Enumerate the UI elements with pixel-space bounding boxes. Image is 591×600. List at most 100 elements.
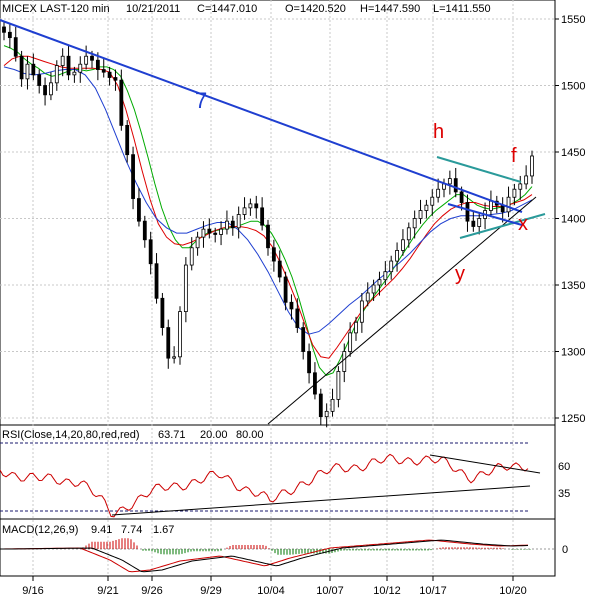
candle xyxy=(2,21,6,41)
y-tick-label: 1250 xyxy=(561,413,585,425)
candle xyxy=(318,388,323,425)
candle xyxy=(295,298,300,333)
candle xyxy=(66,45,71,81)
x-tick-label: 9/21 xyxy=(97,585,118,597)
candle xyxy=(260,197,265,231)
rsi-tick-35: 35 xyxy=(558,488,570,500)
candle xyxy=(49,72,53,101)
candle xyxy=(524,165,529,190)
header-open: O=1420.520 xyxy=(285,3,346,15)
candle xyxy=(107,66,112,86)
channel-upper xyxy=(436,156,522,183)
candle xyxy=(289,294,294,320)
candle xyxy=(37,69,42,94)
candle xyxy=(377,271,382,296)
candlesticks xyxy=(2,21,534,428)
header-close: C=1447.010 xyxy=(197,3,257,15)
price-panel xyxy=(0,0,556,426)
rsi-tick-60: 60 xyxy=(558,461,570,473)
candle xyxy=(471,210,476,232)
candle xyxy=(166,319,171,369)
candle xyxy=(430,189,435,216)
annotation-f: f xyxy=(511,145,517,167)
candle xyxy=(183,257,188,323)
candle xyxy=(301,322,306,360)
candle xyxy=(7,24,12,49)
x-tick-label: 10/17 xyxy=(419,585,447,597)
macd-value-2: 7.74 xyxy=(121,524,142,536)
rsi-label: RSI(Close,14,20,80,red,red) xyxy=(2,429,140,441)
rsi-trend-upper xyxy=(429,454,541,474)
candle xyxy=(512,183,517,206)
annotation-x: x xyxy=(518,213,528,235)
candle xyxy=(266,219,270,256)
x-tick-label: 9/16 xyxy=(22,585,43,597)
candle xyxy=(277,250,282,283)
y-tick-label: 1350 xyxy=(561,280,585,292)
candle xyxy=(477,213,482,235)
candle xyxy=(225,210,229,235)
y-tick-label: 1300 xyxy=(561,347,585,359)
candle xyxy=(131,146,135,210)
candle xyxy=(142,215,147,248)
candle xyxy=(201,221,206,248)
candle xyxy=(172,346,177,364)
ma-line-blue xyxy=(3,66,533,335)
rsi-low: 20.00 xyxy=(200,429,228,441)
candle xyxy=(189,237,194,271)
candle xyxy=(119,69,124,131)
rsi-value: 63.71 xyxy=(158,429,186,441)
channel-left xyxy=(447,203,523,226)
candle xyxy=(195,231,200,256)
candle xyxy=(365,282,370,307)
header-high: H=1447.590 xyxy=(360,3,420,15)
macd-signal-line xyxy=(0,539,529,573)
candle xyxy=(242,197,247,220)
candle xyxy=(348,322,353,357)
candle xyxy=(418,199,423,224)
x-tick-label: 10/20 xyxy=(499,585,527,597)
candle xyxy=(84,45,89,70)
candle xyxy=(19,50,24,87)
candle xyxy=(54,60,59,91)
trendline-support xyxy=(267,196,537,425)
header-low: L=1411.550 xyxy=(433,3,491,15)
candle xyxy=(518,175,523,200)
y-tick-label: 1400 xyxy=(561,214,585,226)
candle xyxy=(354,316,358,341)
candle xyxy=(160,292,165,336)
candle xyxy=(307,343,311,384)
candle xyxy=(101,58,106,78)
candle xyxy=(31,53,36,81)
candle xyxy=(389,255,394,280)
candle xyxy=(271,239,276,272)
candle xyxy=(395,242,399,272)
candle xyxy=(230,215,235,236)
rsi-high: 80.00 xyxy=(236,429,264,441)
candle xyxy=(506,186,511,218)
candle xyxy=(447,170,452,195)
macd-line xyxy=(0,539,529,573)
candle xyxy=(412,210,417,239)
candle xyxy=(359,292,364,333)
grid xyxy=(0,0,555,576)
x-tick-label: 10/12 xyxy=(373,585,401,597)
candle xyxy=(453,167,458,198)
macd-value-3: 1.67 xyxy=(153,524,174,536)
macd-histogram xyxy=(82,538,531,555)
candle xyxy=(336,366,341,408)
candle xyxy=(371,279,376,301)
channel-lower xyxy=(459,213,546,239)
macd-value-1: 9.41 xyxy=(91,524,112,536)
candle xyxy=(330,388,335,417)
y-tick-label: 1450 xyxy=(561,147,585,159)
candle xyxy=(401,229,405,256)
candle xyxy=(436,178,441,203)
x-tick-label: 10/04 xyxy=(257,585,285,597)
candle xyxy=(236,206,241,239)
header-symbol: MICEX LAST-120 min xyxy=(2,3,110,15)
macd-label: MACD(12,26,9) xyxy=(2,524,78,536)
candle xyxy=(13,26,18,62)
candle xyxy=(137,187,141,227)
